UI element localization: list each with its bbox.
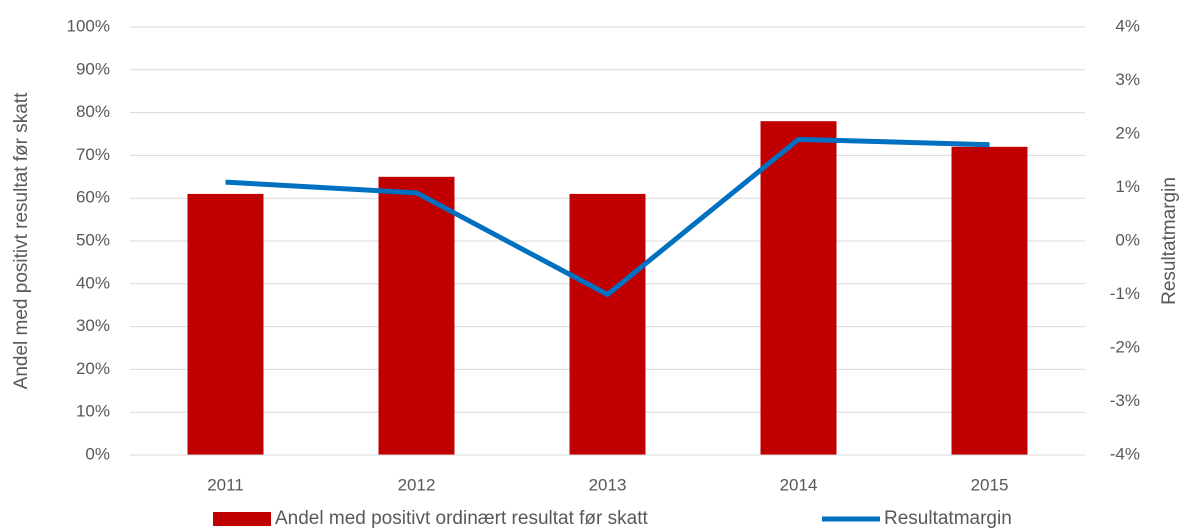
legend-label: Resultatmargin <box>884 508 1012 529</box>
y2-tick-label: 3% <box>1115 70 1140 89</box>
y-tick-label: 40% <box>76 273 110 292</box>
x-tick-label: 2012 <box>398 475 436 494</box>
y2-tick-label: 4% <box>1115 16 1140 35</box>
line <box>225 136 990 297</box>
y2-tick-label: 1% <box>1115 177 1140 196</box>
bar <box>569 193 646 456</box>
y-tick-label: 10% <box>76 402 110 421</box>
x-tick-label: 2013 <box>589 475 627 494</box>
y2-axis-title: Resultatmargin <box>1159 177 1180 305</box>
bar <box>378 176 455 456</box>
y-tick-label: 0% <box>85 444 110 463</box>
y-tick-label: 60% <box>76 188 110 207</box>
y-tick-label: 70% <box>76 145 110 164</box>
bar <box>187 193 264 456</box>
y-tick-label: 100% <box>67 16 110 35</box>
y2-tick-label: -2% <box>1110 337 1140 356</box>
y-tick-label: 30% <box>76 316 110 335</box>
y-axis-title: Andel med positivt resultat før skatt <box>11 92 32 389</box>
x-tick-label: 2015 <box>971 475 1009 494</box>
y2-tick-label: 2% <box>1115 123 1140 142</box>
x-tick-label: 2014 <box>780 475 818 494</box>
y-tick-label: 20% <box>76 359 110 378</box>
legend-swatch <box>213 512 271 526</box>
bar <box>951 146 1028 455</box>
x-tick-label: 2011 <box>207 475 244 494</box>
y-tick-label: 90% <box>76 59 110 78</box>
y2-tick-label: -1% <box>1110 284 1140 303</box>
y2-tick-label: -4% <box>1110 444 1140 463</box>
y-tick-label: 80% <box>76 102 110 121</box>
legend-label: Andel med positivt ordinært resultat før… <box>275 508 648 529</box>
y2-tick-label: -3% <box>1110 391 1140 410</box>
y2-tick-label: 0% <box>1115 230 1140 249</box>
y-tick-label: 50% <box>76 230 110 249</box>
bar <box>760 121 837 455</box>
